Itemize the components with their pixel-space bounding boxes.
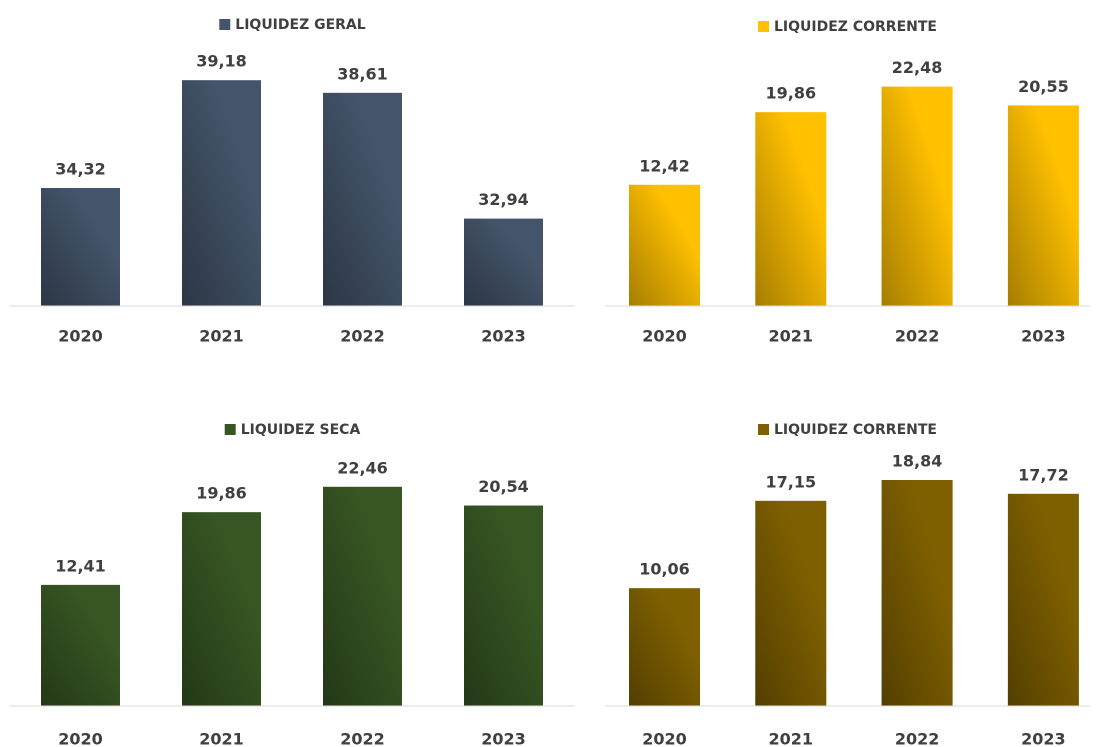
bar-shade [182,80,261,307]
data-label: 12,41 [55,556,106,575]
x-tick-label: 2020 [642,327,687,346]
bar-shade [323,92,402,306]
legend-label: LIQUIDEZ CORRENTE [774,19,937,35]
data-label: 34,32 [55,159,106,178]
legend-swatch [758,424,770,435]
bar-shade [41,584,120,706]
x-tick-label: 2021 [199,730,244,747]
bar-shade [755,500,827,706]
bar-shade [464,218,543,306]
x-tick-label: 2023 [481,327,526,346]
data-label: 19,86 [196,484,247,503]
legend-label: LIQUIDEZ SECA [241,422,361,438]
x-tick-label: 2022 [340,327,385,346]
x-tick-label: 2023 [481,730,526,747]
bar-shade [41,187,120,306]
legend-swatch [758,21,770,32]
bar-shade [881,86,953,306]
x-tick-label: 2020 [642,730,687,747]
legend-swatch [224,424,236,435]
data-label: 20,55 [1018,77,1069,96]
x-tick-label: 2023 [1021,730,1066,747]
data-label: 22,48 [892,58,943,77]
bar-shade [1007,105,1079,306]
bar-shade [464,505,543,706]
x-tick-label: 2021 [769,327,814,346]
bar-shade [182,512,261,706]
x-tick-label: 2020 [58,730,103,747]
bar-shade [323,486,402,706]
bar-shade [629,588,700,706]
data-label: 19,86 [765,84,816,103]
x-tick-label: 2021 [199,327,244,346]
x-tick-label: 2021 [769,730,814,747]
bar-chart: LIQUIDEZ CORRENTE 10,06 17,15 18,84 17,72 202… [605,422,1090,747]
data-label: 17,72 [1018,465,1069,484]
data-label: 32,94 [478,190,529,209]
data-label: 22,46 [337,458,388,477]
bar-chart: LIQUIDEZ CORRENTE 12,42 19,86 22,48 20,55 202… [605,19,1090,346]
data-label: 17,15 [765,472,816,491]
x-tick-label: 2022 [895,730,940,747]
data-label: 38,61 [337,64,388,83]
bar-shade [881,479,953,706]
x-tick-label: 2022 [895,327,940,346]
bar-chart: LIQUIDEZ GERAL 34,32 39,18 38,61 32,94 2020 20… [10,17,575,346]
data-label: 10,06 [639,560,690,579]
legend-swatch [219,19,231,30]
bar-shade [1007,493,1079,706]
x-tick-label: 2020 [58,327,103,346]
legend-label: LIQUIDEZ CORRENTE [774,422,937,438]
x-tick-label: 2022 [340,730,385,747]
data-label: 18,84 [892,451,943,470]
legend-label: LIQUIDEZ GERAL [235,17,365,33]
data-label: 20,54 [478,477,529,496]
data-label: 12,42 [639,156,690,175]
x-tick-label: 2023 [1021,327,1066,346]
bar-shade [629,184,700,306]
bar-chart: LIQUIDEZ SECA 12,41 19,86 22,46 20,54 2020 202… [10,422,575,747]
bar-shade [755,112,827,306]
data-label: 39,18 [196,52,247,71]
